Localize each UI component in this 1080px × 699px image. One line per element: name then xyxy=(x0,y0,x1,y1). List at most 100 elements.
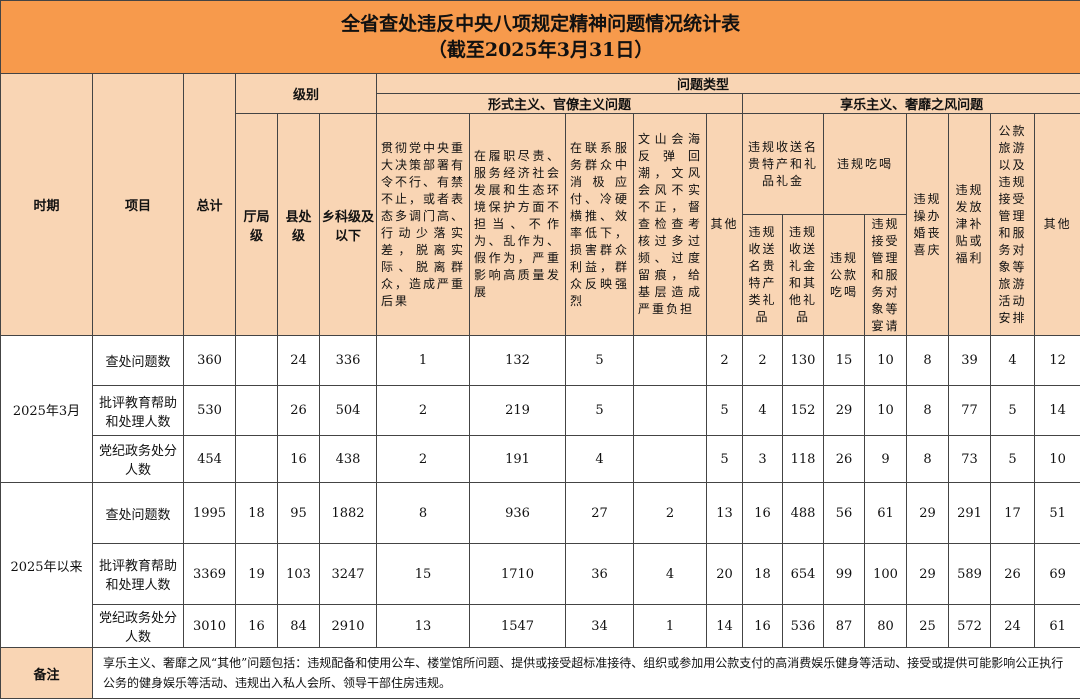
header-formalism-1: 贯彻党中央重大决策部署有令不行、有禁不止，或者表态多调门高、行动少落实差，脱离实… xyxy=(377,114,470,336)
value-cell: 10 xyxy=(1035,436,1080,483)
value-cell: 536 xyxy=(783,605,824,648)
value-cell: 16 xyxy=(278,436,320,483)
value-cell: 36 xyxy=(566,544,634,605)
value-cell: 34 xyxy=(566,605,634,648)
value-cell: 488 xyxy=(783,483,824,544)
title-text: 全省查处违反中央八项规定精神问题情况统计表 xyxy=(3,11,1078,37)
header-problem-type: 问题类型 xyxy=(377,74,1080,94)
item-cell: 查处问题数 xyxy=(93,336,184,386)
value-cell: 504 xyxy=(320,386,377,436)
value-cell: 3 xyxy=(743,436,783,483)
value-cell: 69 xyxy=(1035,544,1080,605)
header-gifts: 违规收送名贵特产和礼品礼金 xyxy=(743,114,824,215)
value-cell: 4 xyxy=(566,436,634,483)
value-cell: 10 xyxy=(865,336,907,386)
value-cell: 2 xyxy=(707,336,743,386)
value-cell: 5 xyxy=(566,386,634,436)
value-cell: 87 xyxy=(824,605,865,648)
header-formalism-4: 文山会海反弹回潮，文风会风不实不正，督查检查考核过多过频、过度留痕，给基层造成严… xyxy=(634,114,707,336)
item-cell: 党纪政务处分人数 xyxy=(93,436,184,483)
value-cell: 5 xyxy=(707,436,743,483)
value-cell: 15 xyxy=(377,544,470,605)
value-cell: 16 xyxy=(743,605,783,648)
value-cell: 16 xyxy=(236,605,278,648)
header-subsidies: 违规发放津补贴或福利 xyxy=(949,114,991,336)
header-travel: 公款旅游以及违规接受管理和服务对象等旅游活动安排 xyxy=(991,114,1035,336)
header-hedonism: 享乐主义、奢靡之风问题 xyxy=(743,94,1080,114)
value-cell: 17 xyxy=(991,483,1035,544)
value-cell: 152 xyxy=(783,386,824,436)
value-cell: 13 xyxy=(707,483,743,544)
item-cell: 查处问题数 xyxy=(93,483,184,544)
value-cell: 51 xyxy=(1035,483,1080,544)
subtitle-text: （截至2025年3月31日） xyxy=(3,37,1078,63)
value-cell: 291 xyxy=(949,483,991,544)
note-text: 享乐主义、奢靡之风“其他”问题包括：违规配备和使用公车、楼堂馆所问题、提供或接受… xyxy=(93,648,1080,699)
header-gifts-cash: 违规收送礼金和其他礼品 xyxy=(783,215,824,336)
value-cell: 77 xyxy=(949,386,991,436)
value-cell: 3010 xyxy=(184,605,236,648)
value-cell: 654 xyxy=(783,544,824,605)
value-cell xyxy=(236,436,278,483)
value-cell: 4 xyxy=(991,336,1035,386)
header-dining: 违规吃喝 xyxy=(824,114,907,215)
value-cell xyxy=(236,386,278,436)
value-cell xyxy=(634,386,707,436)
value-cell: 1 xyxy=(634,605,707,648)
period-cell: 2025年以来 xyxy=(1,483,93,648)
value-cell: 118 xyxy=(783,436,824,483)
value-cell: 29 xyxy=(907,544,949,605)
header-formalism: 形式主义、官僚主义问题 xyxy=(377,94,743,114)
value-cell: 99 xyxy=(824,544,865,605)
item-cell: 批评教育帮助和处理人数 xyxy=(93,386,184,436)
value-cell: 100 xyxy=(865,544,907,605)
value-cell xyxy=(634,336,707,386)
item-cell: 批评教育帮助和处理人数 xyxy=(93,544,184,605)
header-dining-banquet: 违规接受管理和服务对象等宴请 xyxy=(865,215,907,336)
value-cell: 26 xyxy=(824,436,865,483)
header-level: 级别 xyxy=(236,74,377,114)
value-cell: 589 xyxy=(949,544,991,605)
header-hedonism-other: 其他 xyxy=(1035,114,1080,336)
value-cell: 4 xyxy=(743,386,783,436)
value-cell: 19 xyxy=(236,544,278,605)
header-level-county: 县处级 xyxy=(278,114,320,336)
value-cell: 936 xyxy=(470,483,566,544)
value-cell: 24 xyxy=(991,605,1035,648)
value-cell: 1882 xyxy=(320,483,377,544)
value-cell: 16 xyxy=(743,483,783,544)
value-cell: 80 xyxy=(865,605,907,648)
value-cell: 12 xyxy=(1035,336,1080,386)
value-cell: 18 xyxy=(743,544,783,605)
value-cell: 26 xyxy=(991,544,1035,605)
value-cell: 84 xyxy=(278,605,320,648)
value-cell: 132 xyxy=(470,336,566,386)
value-cell: 5 xyxy=(991,436,1035,483)
value-cell: 360 xyxy=(184,336,236,386)
value-cell: 8 xyxy=(907,386,949,436)
value-cell: 8 xyxy=(377,483,470,544)
value-cell: 10 xyxy=(865,386,907,436)
header-weddings: 违规操办婚丧喜庆 xyxy=(907,114,949,336)
value-cell: 2910 xyxy=(320,605,377,648)
value-cell: 1710 xyxy=(470,544,566,605)
table-title: 全省查处违反中央八项规定精神问题情况统计表（截至2025年3月31日） xyxy=(1,1,1080,74)
header-level-bureau: 厅局级 xyxy=(236,114,278,336)
note-label: 备注 xyxy=(1,648,93,699)
header-period: 时期 xyxy=(1,74,93,336)
value-cell: 103 xyxy=(278,544,320,605)
value-cell: 1547 xyxy=(470,605,566,648)
value-cell: 14 xyxy=(707,605,743,648)
value-cell: 56 xyxy=(824,483,865,544)
value-cell: 336 xyxy=(320,336,377,386)
value-cell: 530 xyxy=(184,386,236,436)
value-cell: 191 xyxy=(470,436,566,483)
value-cell: 8 xyxy=(907,336,949,386)
